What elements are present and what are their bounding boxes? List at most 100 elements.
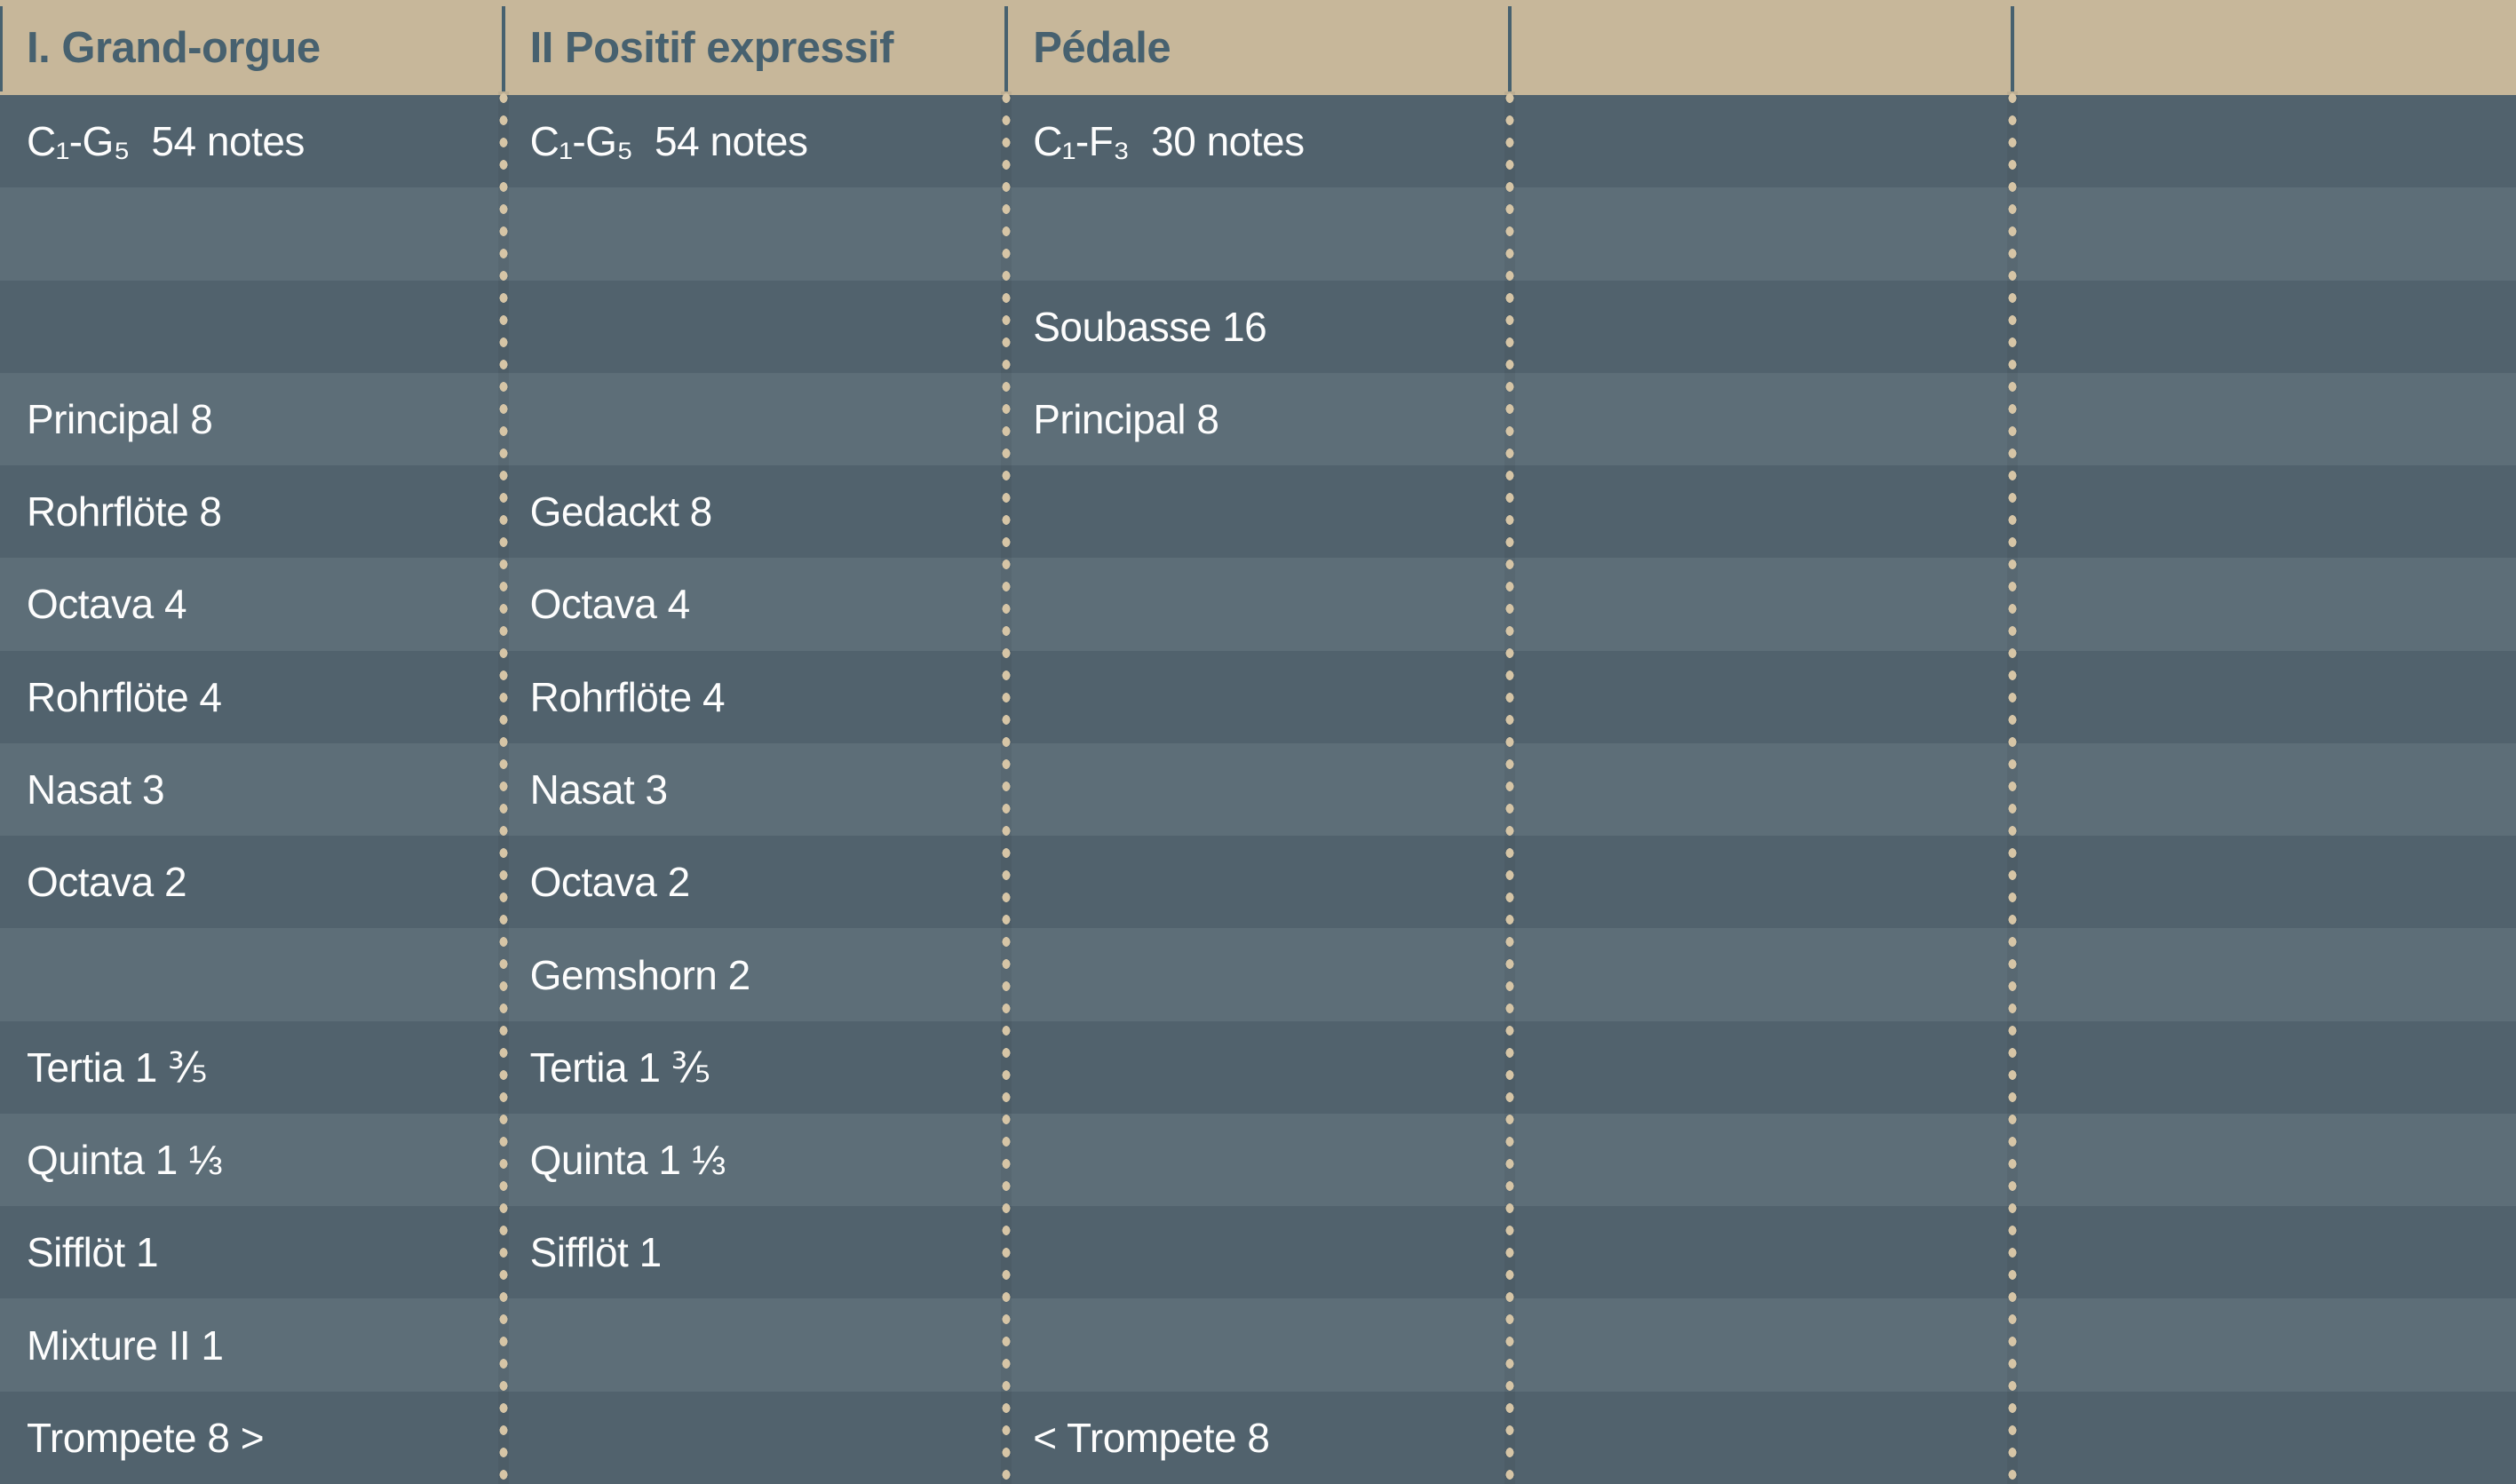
table-row: Tertia 1 ⅗ Tertia 1 ⅗ xyxy=(0,1020,2516,1114)
column-separator-dotted xyxy=(497,91,509,1484)
column-header-positif-expressif: II Positif expressif xyxy=(529,23,894,72)
table-cell xyxy=(1510,836,2013,928)
table-cell xyxy=(1510,281,2013,373)
column-separator-dotted xyxy=(1504,91,1515,1484)
table-cell xyxy=(1510,373,2013,465)
table-cell xyxy=(2012,1206,2516,1298)
table-cell xyxy=(2012,1114,2516,1206)
table-cell: < Trompete 8 xyxy=(1033,1414,1270,1461)
table-row: Soubasse 16 xyxy=(0,280,2516,373)
table-cell: Gemshorn 2 xyxy=(529,951,751,998)
table-cell xyxy=(1006,743,1510,836)
table-row: Quinta 1 ⅓ Quinta 1 ⅓ xyxy=(0,1113,2516,1207)
column-header-empty-1 xyxy=(1510,0,2013,95)
table-cell: Tertia 1 ⅗ xyxy=(529,1044,711,1091)
table-cell xyxy=(2012,1392,2516,1484)
table-cell xyxy=(1006,1298,1510,1391)
table-cell xyxy=(2012,928,2516,1020)
table-row: Octava 4 Octava 4 xyxy=(0,558,2516,651)
table-cell xyxy=(2012,281,2516,373)
table-cell xyxy=(1006,1021,1510,1114)
table-cell: Sifflöt 1 xyxy=(27,1229,159,1276)
header-rule xyxy=(1507,6,1512,91)
table-row: Rohrflöte 4 Rohrflöte 4 xyxy=(0,650,2516,743)
table-cell xyxy=(2012,1298,2516,1391)
table-cell xyxy=(1510,1021,2013,1114)
table-cell: C₁-G₅ 54 notes xyxy=(529,118,808,165)
column-separator-dotted xyxy=(1001,91,1012,1484)
header-rule xyxy=(501,6,505,91)
table-cell xyxy=(504,1392,1007,1484)
table-cell xyxy=(504,1298,1007,1391)
table-header-row: I. Grand-orgue II Positif expressif Péda… xyxy=(0,0,2516,95)
table-cell xyxy=(2012,651,2516,743)
table-cell xyxy=(1510,1392,2013,1484)
table-cell: Nasat 3 xyxy=(529,766,669,813)
table-row: Mixture II 1 xyxy=(0,1298,2516,1392)
table-cell xyxy=(2012,743,2516,836)
table-cell xyxy=(2012,558,2516,650)
table-row: Octava 2 Octava 2 xyxy=(0,836,2516,929)
table-cell xyxy=(0,928,504,1020)
table-cell xyxy=(504,281,1007,373)
table-cell: Principal 8 xyxy=(27,395,213,442)
table-cell xyxy=(1510,651,2013,743)
table-cell: Trompete 8 > xyxy=(27,1414,265,1461)
table-cell xyxy=(1006,1114,1510,1206)
table-row: C₁-G₅ 54 notes C₁-G₅ 54 notes C₁-F₃ 30 not… xyxy=(0,95,2516,188)
table-cell xyxy=(1510,928,2013,1020)
table-cell: Rohrflöte 4 xyxy=(27,673,222,720)
table-cell xyxy=(1510,187,2013,280)
table-cell xyxy=(1510,1114,2013,1206)
table-cell xyxy=(1510,1298,2013,1391)
table-cell xyxy=(2012,187,2516,280)
table-cell: Nasat 3 xyxy=(27,766,165,813)
header-rule xyxy=(1004,6,1009,91)
table-cell xyxy=(0,187,504,280)
column-header-pedale: Pédale xyxy=(1033,23,1171,72)
column-separator-dotted xyxy=(2007,91,2019,1484)
table-cell: C₁-G₅ 54 notes xyxy=(27,118,305,165)
table-cell xyxy=(1006,651,1510,743)
table-cell xyxy=(1510,743,2013,836)
table-cell xyxy=(1510,95,2013,187)
table-row: Principal 8 Principal 8 xyxy=(0,372,2516,466)
table-cell xyxy=(1006,465,1510,558)
table-cell: Rohrflöte 4 xyxy=(529,673,726,720)
table-row xyxy=(0,187,2516,281)
table-cell xyxy=(0,281,504,373)
table-cell: Principal 8 xyxy=(1033,395,1219,442)
table-cell xyxy=(1006,558,1510,650)
table-cell xyxy=(1510,465,2013,558)
table-cell: Octava 2 xyxy=(27,859,187,906)
table-cell: Soubasse 16 xyxy=(1033,303,1267,350)
table-row: Gemshorn 2 xyxy=(0,928,2516,1021)
table-cell xyxy=(504,187,1007,280)
table-cell: Quinta 1 ⅓ xyxy=(27,1137,223,1184)
header-rule xyxy=(0,6,3,91)
table-cell xyxy=(2012,465,2516,558)
column-header-empty-2 xyxy=(2012,0,2516,95)
table-row: Trompete 8 > < Trompete 8 xyxy=(0,1391,2516,1484)
table-cell xyxy=(1510,1206,2013,1298)
table-row: Nasat 3 Nasat 3 xyxy=(0,742,2516,837)
table-cell: Sifflöt 1 xyxy=(529,1229,663,1276)
table-cell xyxy=(2012,1021,2516,1114)
table-cell xyxy=(1006,1206,1510,1298)
table-cell: Quinta 1 ⅓ xyxy=(529,1137,726,1184)
header-rule xyxy=(2011,6,2015,91)
table-cell xyxy=(1006,187,1510,280)
table-cell: Gedackt 8 xyxy=(529,488,713,536)
table-body: C₁-G₅ 54 notes C₁-G₅ 54 notes C₁-F₃ 30 not… xyxy=(0,95,2516,1484)
table-cell xyxy=(1510,558,2013,650)
table-row: Rohrflöte 8 Gedackt 8 xyxy=(0,465,2516,559)
column-header-grand-orgue: I. Grand-orgue xyxy=(27,23,321,72)
table-row: Sifflöt 1 Sifflöt 1 xyxy=(0,1206,2516,1299)
table-cell xyxy=(2012,373,2516,465)
table-cell: Octava 4 xyxy=(27,581,187,628)
table-cell xyxy=(2012,836,2516,928)
table-cell: Octava 2 xyxy=(529,859,691,906)
table-cell: Octava 4 xyxy=(529,581,691,628)
table-cell xyxy=(2012,95,2516,187)
